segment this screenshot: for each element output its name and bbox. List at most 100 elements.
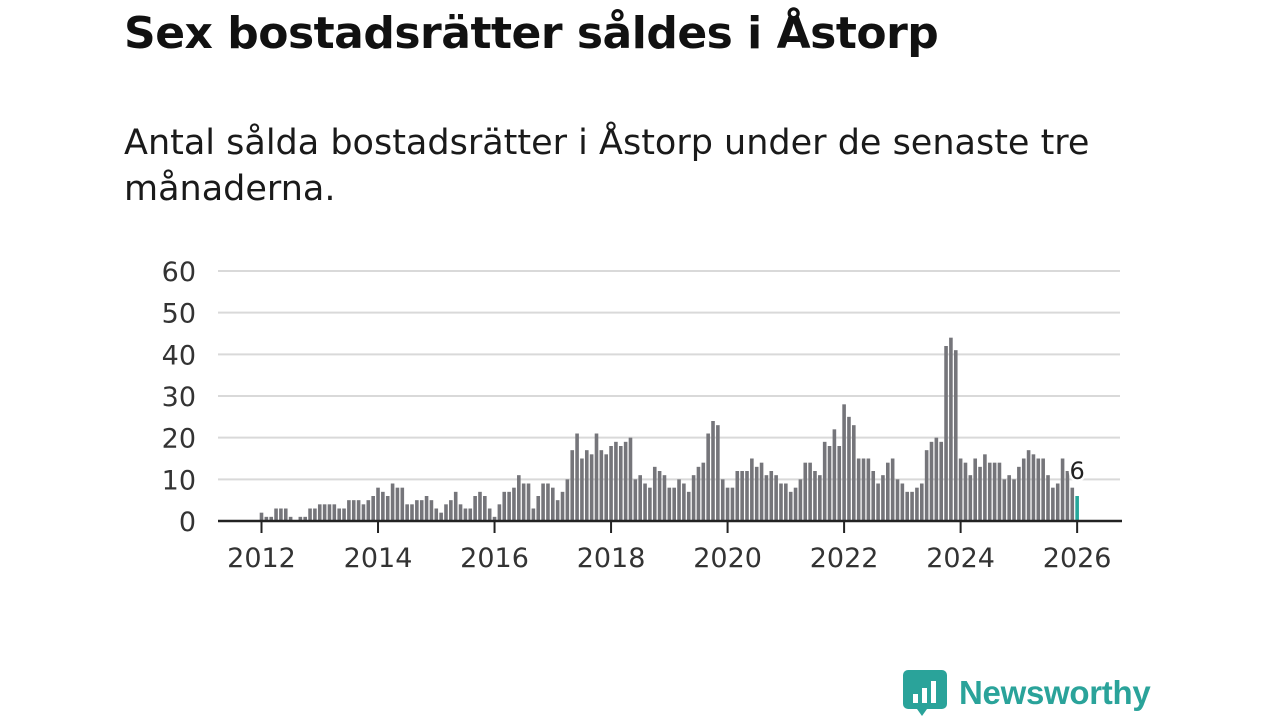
bar <box>992 462 997 521</box>
bar <box>541 483 545 521</box>
bar <box>1002 479 1007 521</box>
bar <box>691 475 696 521</box>
bar <box>449 500 453 521</box>
bar <box>648 487 652 521</box>
bar <box>274 508 278 521</box>
bar <box>609 446 613 521</box>
bar <box>502 491 507 521</box>
bar <box>444 504 448 521</box>
bar <box>1031 454 1036 521</box>
y-tick-label: 60 <box>162 257 196 288</box>
bar <box>555 500 560 521</box>
bar <box>536 496 541 521</box>
bar <box>886 462 890 521</box>
bar <box>924 450 929 521</box>
y-tick-label: 30 <box>162 382 196 413</box>
bar <box>618 446 623 521</box>
bar <box>269 516 274 521</box>
bar <box>740 471 744 521</box>
bar <box>376 487 380 521</box>
bar <box>570 450 575 521</box>
bar <box>750 458 754 521</box>
x-tick-label: 2016 <box>460 543 529 574</box>
bar <box>400 487 405 521</box>
x-tick-label: 2024 <box>926 543 995 574</box>
bar <box>356 500 361 521</box>
bar <box>327 504 332 521</box>
bar <box>492 516 497 521</box>
bar <box>497 504 502 521</box>
bar <box>1065 471 1070 521</box>
bar <box>1012 479 1016 521</box>
bar <box>424 496 429 521</box>
bar <box>308 508 312 521</box>
bar <box>638 475 642 521</box>
bar <box>818 475 822 521</box>
x-tick-label: 2026 <box>1043 543 1112 574</box>
bar <box>784 483 788 521</box>
bar <box>453 491 458 521</box>
bar <box>390 483 395 521</box>
y-tick-label: 0 <box>179 507 196 538</box>
bar <box>487 508 492 521</box>
bar <box>405 504 409 521</box>
bar <box>657 471 662 521</box>
bar <box>968 475 973 521</box>
bar <box>298 516 303 521</box>
bar <box>672 487 676 521</box>
bar <box>381 491 385 521</box>
bar <box>468 508 473 521</box>
newsworthy-icon <box>903 670 947 716</box>
x-tick-label: 2014 <box>344 543 413 574</box>
bar <box>288 516 293 521</box>
bar <box>735 471 740 521</box>
bar <box>856 458 861 521</box>
bar <box>842 404 846 521</box>
bar <box>439 512 443 521</box>
x-tick-label: 2012 <box>227 543 296 574</box>
bar <box>847 416 851 521</box>
y-axis: 0 10 20 30 40 50 60 <box>162 257 196 538</box>
bar <box>643 483 647 521</box>
bar <box>745 471 749 521</box>
bar <box>551 487 555 521</box>
bar <box>332 504 337 521</box>
bar <box>599 450 604 521</box>
bar <box>1075 496 1079 521</box>
bar <box>953 350 958 521</box>
annotation: 6 <box>1067 455 1087 488</box>
bar <box>1060 458 1065 521</box>
bar <box>633 479 638 521</box>
bar <box>827 446 832 521</box>
bar <box>419 500 424 521</box>
bar <box>623 441 628 521</box>
bar <box>852 425 856 521</box>
y-tick-label: 50 <box>162 299 196 330</box>
bar <box>565 479 570 521</box>
bar <box>463 508 468 521</box>
y-tick-label: 40 <box>162 340 196 371</box>
bar <box>1026 450 1031 521</box>
bar <box>410 504 414 521</box>
bar <box>303 516 307 521</box>
bar <box>361 504 366 521</box>
bar <box>706 433 710 521</box>
bar <box>652 466 657 521</box>
bars <box>259 337 1079 521</box>
bar <box>434 508 439 521</box>
bar <box>881 475 885 521</box>
x-tick-label: 2020 <box>693 543 762 574</box>
bar <box>837 446 842 521</box>
bar <box>822 441 827 521</box>
bar <box>589 454 594 521</box>
bar <box>429 500 434 521</box>
bar <box>754 466 759 521</box>
bar <box>798 479 803 521</box>
bar <box>351 500 356 521</box>
bar <box>720 479 725 521</box>
bar <box>347 500 351 521</box>
bar <box>628 437 633 521</box>
bar <box>963 462 968 521</box>
x-axis: 2012 2014 2016 2018 2020 2022 2024 2026 <box>218 519 1122 574</box>
bar <box>1041 458 1045 521</box>
